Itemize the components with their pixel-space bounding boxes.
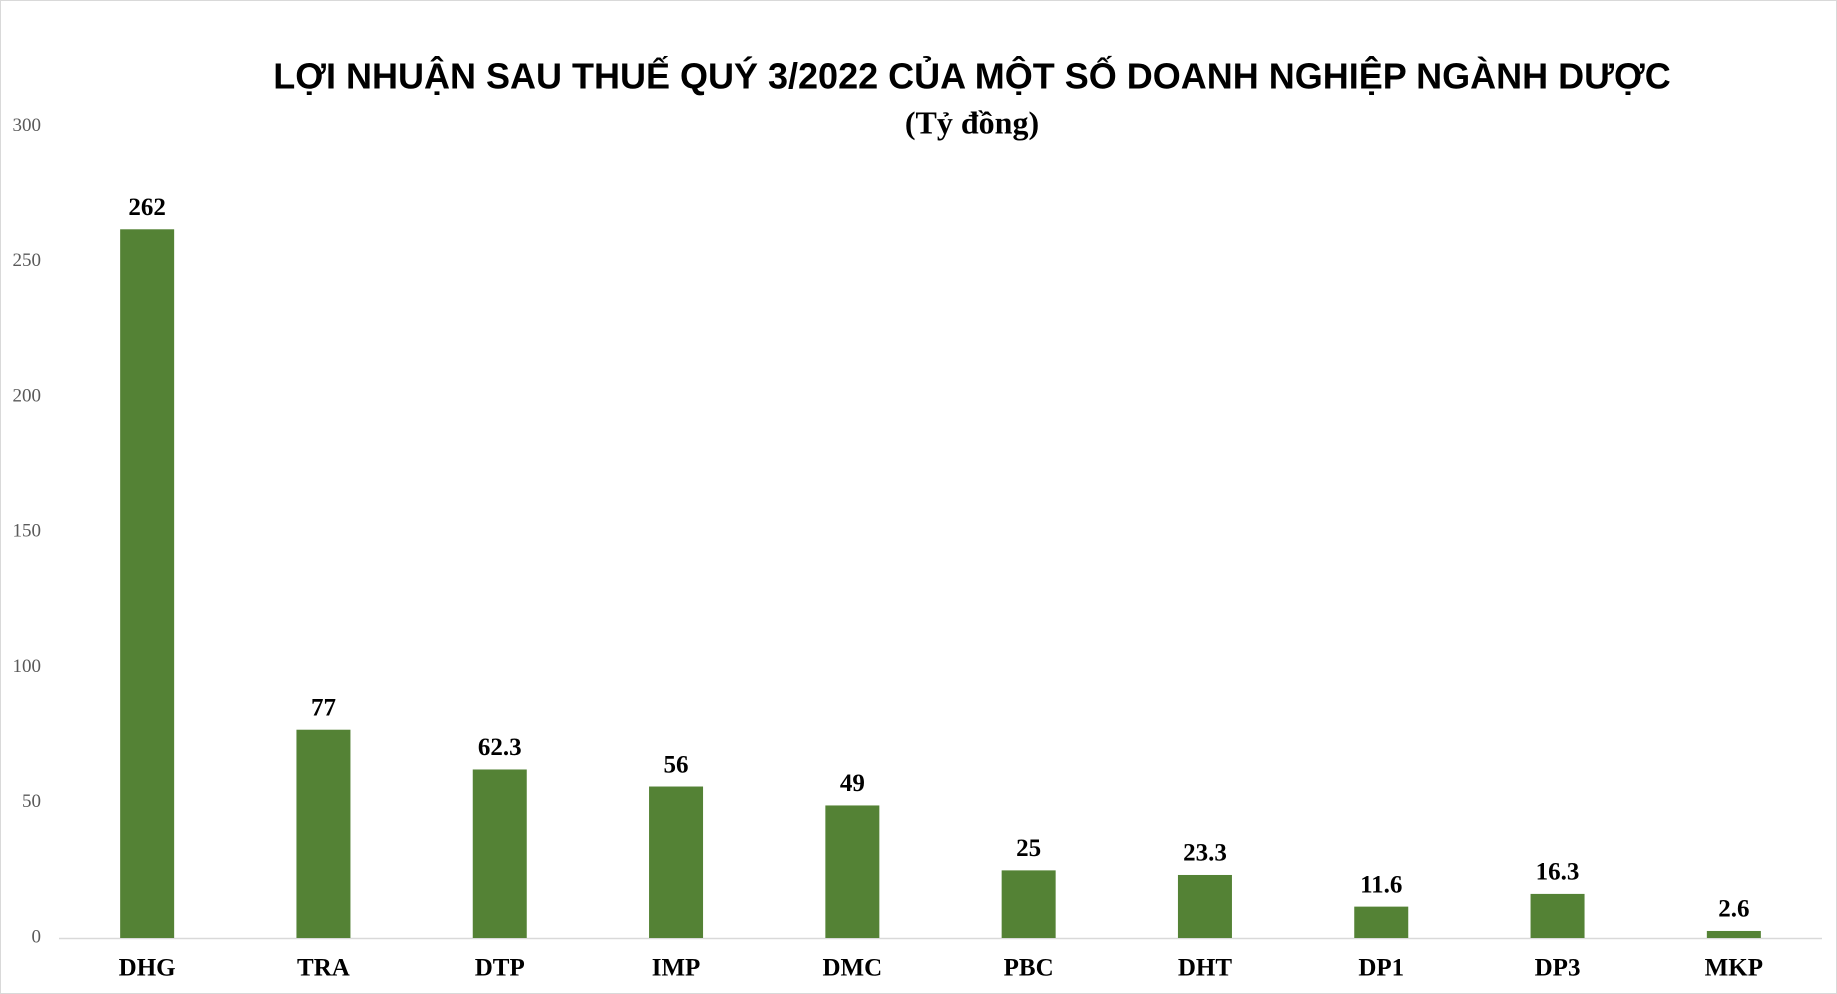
data-label: 16.3	[1536, 859, 1580, 886]
bar	[1354, 906, 1409, 938]
bar	[825, 805, 880, 938]
x-tick-label: DP1	[1358, 955, 1404, 982]
data-label: 262	[128, 194, 166, 221]
x-tick-label: DP3	[1535, 955, 1581, 982]
bar	[649, 786, 704, 938]
x-tick-label: DHG	[119, 955, 176, 982]
x-tick-label: DTP	[475, 955, 525, 982]
bar	[1706, 930, 1761, 938]
x-tick-label: DMC	[822, 955, 882, 982]
x-tick-label: TRA	[297, 955, 350, 982]
x-tick-label: PBC	[1004, 955, 1054, 982]
bar	[1530, 893, 1585, 938]
y-tick-label: 0	[32, 926, 42, 947]
data-label: 77	[311, 694, 336, 721]
x-tick-label: MKP	[1705, 955, 1763, 982]
y-tick-label: 150	[13, 521, 42, 542]
y-tick-label: 100	[13, 656, 42, 677]
bar	[120, 229, 175, 939]
data-label: 62.3	[478, 734, 522, 761]
chart-title: LỢI NHUẬN SAU THUẾ QUÝ 3/2022 CỦA MỘT SỐ…	[273, 55, 1670, 97]
data-label: 11.6	[1360, 871, 1402, 898]
chart-subtitle: (Tỷ đồng)	[905, 104, 1039, 140]
data-label: 25	[1016, 835, 1041, 862]
x-tick-label: IMP	[652, 955, 701, 982]
data-label: 56	[664, 751, 689, 778]
bar	[1001, 870, 1056, 938]
data-label: 49	[840, 770, 865, 797]
y-tick-label: 300	[13, 115, 42, 136]
x-tick-label: DHT	[1178, 955, 1233, 982]
bar	[472, 769, 527, 938]
y-tick-label: 50	[22, 791, 41, 812]
y-tick-label: 250	[13, 250, 42, 271]
bar	[1177, 874, 1232, 938]
data-label: 23.3	[1183, 840, 1227, 867]
data-label: 2.6	[1718, 896, 1749, 923]
bar	[296, 729, 351, 938]
y-tick-label: 200	[13, 385, 42, 406]
